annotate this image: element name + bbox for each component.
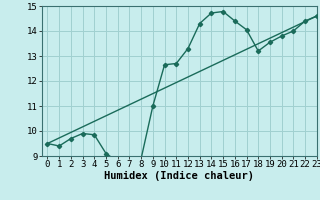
X-axis label: Humidex (Indice chaleur): Humidex (Indice chaleur) xyxy=(104,171,254,181)
